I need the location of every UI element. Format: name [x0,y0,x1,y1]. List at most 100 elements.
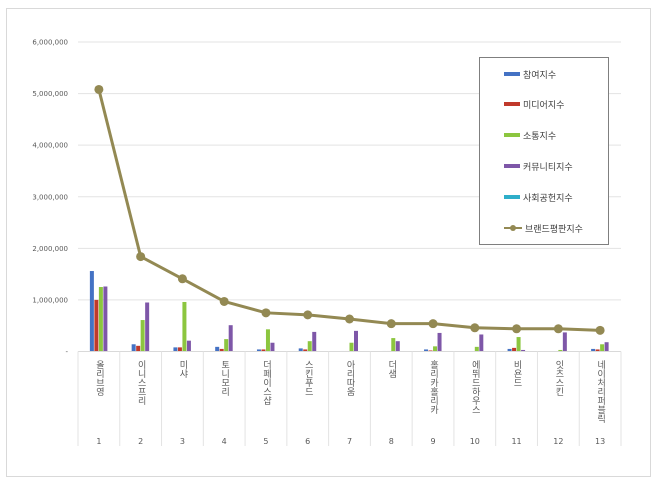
category-number: 9 [430,437,435,446]
bar [186,340,191,352]
bar [298,348,303,352]
y-tick-label: 1,000,000 [32,296,68,304]
bar [604,342,609,352]
bar [512,347,517,352]
bar [312,331,317,352]
gridlines [78,41,621,301]
bar [265,329,270,352]
y-tick-label: 4,000,000 [32,142,68,150]
bar [177,347,182,352]
line-marker [136,252,146,262]
legend-label: 커뮤니티지수 [523,162,573,173]
bar [558,349,563,352]
legend-item-community: 커뮤니티지수 [504,159,573,173]
y-tick-label: 5,000,000 [32,90,68,98]
bar [94,299,99,352]
category-number: 5 [263,437,268,446]
bar [595,349,600,352]
bar [228,325,233,352]
legend-item-social-contribution: 사회공헌지수 [504,190,573,204]
line-marker [595,325,605,335]
bar [303,349,308,352]
category-label: 더페이스샵 [260,360,271,405]
legend-item-media: 미디어지수 [504,97,564,111]
category-label: 이니스프리 [135,360,146,405]
y-tick-label: - [65,348,68,356]
line-marker [512,324,522,334]
bar [215,346,220,352]
legend-item-participation: 참여지수 [504,67,556,81]
category-number: 13 [595,437,605,446]
bar [516,337,521,352]
line-marker [428,319,438,329]
line-marker [94,84,104,94]
line-marker [219,296,229,306]
legend-label: 참여지수 [523,70,557,81]
bar [182,301,187,352]
y-axis-labels: - 1,000,000 2,000,000 3,000,000 4,000,000 5,0… [32,39,68,357]
legend-item-brand-reputation: 브랜드평판지수 [504,221,583,235]
bar [140,320,145,352]
category-number: 8 [389,437,394,446]
category-number: 11 [511,437,521,446]
legend-swatch-icon [504,133,520,137]
legend-swatch-icon [504,195,520,199]
category-number: 10 [470,437,480,446]
bar [89,271,94,352]
bar [307,341,312,352]
bar [270,342,275,352]
line-marker [345,314,354,324]
line-marker [261,308,271,318]
legend-swatch-icon [504,72,520,76]
bar [479,334,484,352]
bar [507,348,512,352]
category-label: 비욘드 [511,360,522,387]
category-label: 잇츠스킨 [553,360,564,396]
line-marker [553,324,563,334]
category-number: 3 [180,437,185,446]
legend-item-communication: 소통지수 [504,128,556,142]
bar [136,345,141,352]
line-marker [386,319,396,329]
bar [98,287,103,352]
legend-line-marker-icon [504,225,522,231]
bar [391,338,396,352]
bar [395,341,400,352]
category-label: 에뛰드하우스 [469,360,480,414]
category-number: 12 [553,437,563,446]
line-marker [177,274,187,284]
bar [437,332,442,352]
legend-swatch-icon [504,102,520,106]
category-label: 올리브영 [93,360,104,396]
bar [145,302,150,352]
y-tick-label: 6,000,000 [32,39,68,47]
bar [349,342,354,352]
category-number: 2 [138,437,143,446]
category-number: 6 [305,437,310,446]
bar [256,349,261,352]
legend: 참여지수 미디어지수 소통지수 커뮤니티지수 사회공헌지수 브랜드평판지수 [479,57,609,245]
bar [261,349,266,352]
line-marker [470,323,480,333]
bar [521,349,526,352]
category-label: 토니모리 [219,360,230,396]
legend-label: 소통지수 [523,131,557,142]
bar [219,348,224,352]
line-marker [303,310,313,320]
category-label: 아리따움 [344,360,355,396]
legend-label: 브랜드평판지수 [525,224,583,235]
bar [103,286,108,352]
bar [224,339,229,352]
category-label: 네이처리퍼블릭 [595,360,606,423]
legend-label: 사회공헌지수 [523,193,573,204]
bar [591,348,596,352]
y-tick-label: 2,000,000 [32,245,68,253]
line-series [94,84,605,335]
category-label: 스킨푸드 [302,360,313,396]
bar-series [89,271,609,352]
category-label: 미샤 [177,360,188,378]
legend-swatch-icon [504,164,520,168]
legend-label: 미디어지수 [523,100,565,111]
bar [433,346,438,352]
